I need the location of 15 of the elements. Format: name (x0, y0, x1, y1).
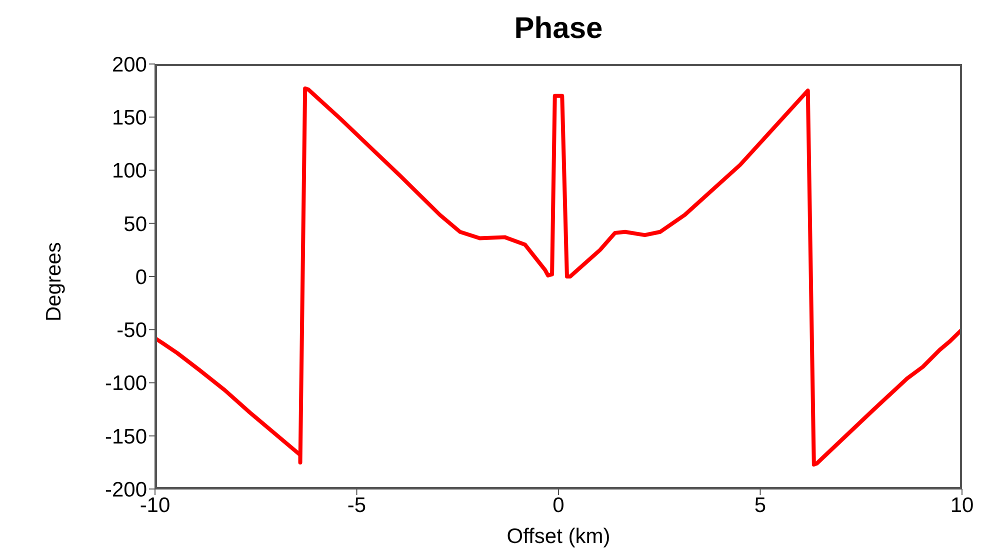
y-tick-label: -50 (116, 319, 147, 342)
y-tick-label: 100 (112, 160, 147, 183)
y-tick-label: 200 (112, 53, 147, 76)
y-tick-label: 0 (135, 266, 147, 289)
x-tick-label: -5 (347, 494, 366, 517)
x-axis-title: Offset (km) (506, 525, 610, 548)
y-tick-label: 150 (112, 106, 147, 130)
y-tick-label: -100 (104, 372, 147, 396)
chart-title: Phase (513, 12, 604, 46)
y-tick-label: -150 (104, 425, 147, 448)
y-tick-label: 50 (124, 212, 147, 236)
x-tick-label: 10 (950, 494, 974, 517)
x-tick-label: 5 (754, 494, 766, 517)
x-tick-label: 0 (552, 494, 564, 517)
y-axis-title: Degrees (42, 242, 66, 322)
